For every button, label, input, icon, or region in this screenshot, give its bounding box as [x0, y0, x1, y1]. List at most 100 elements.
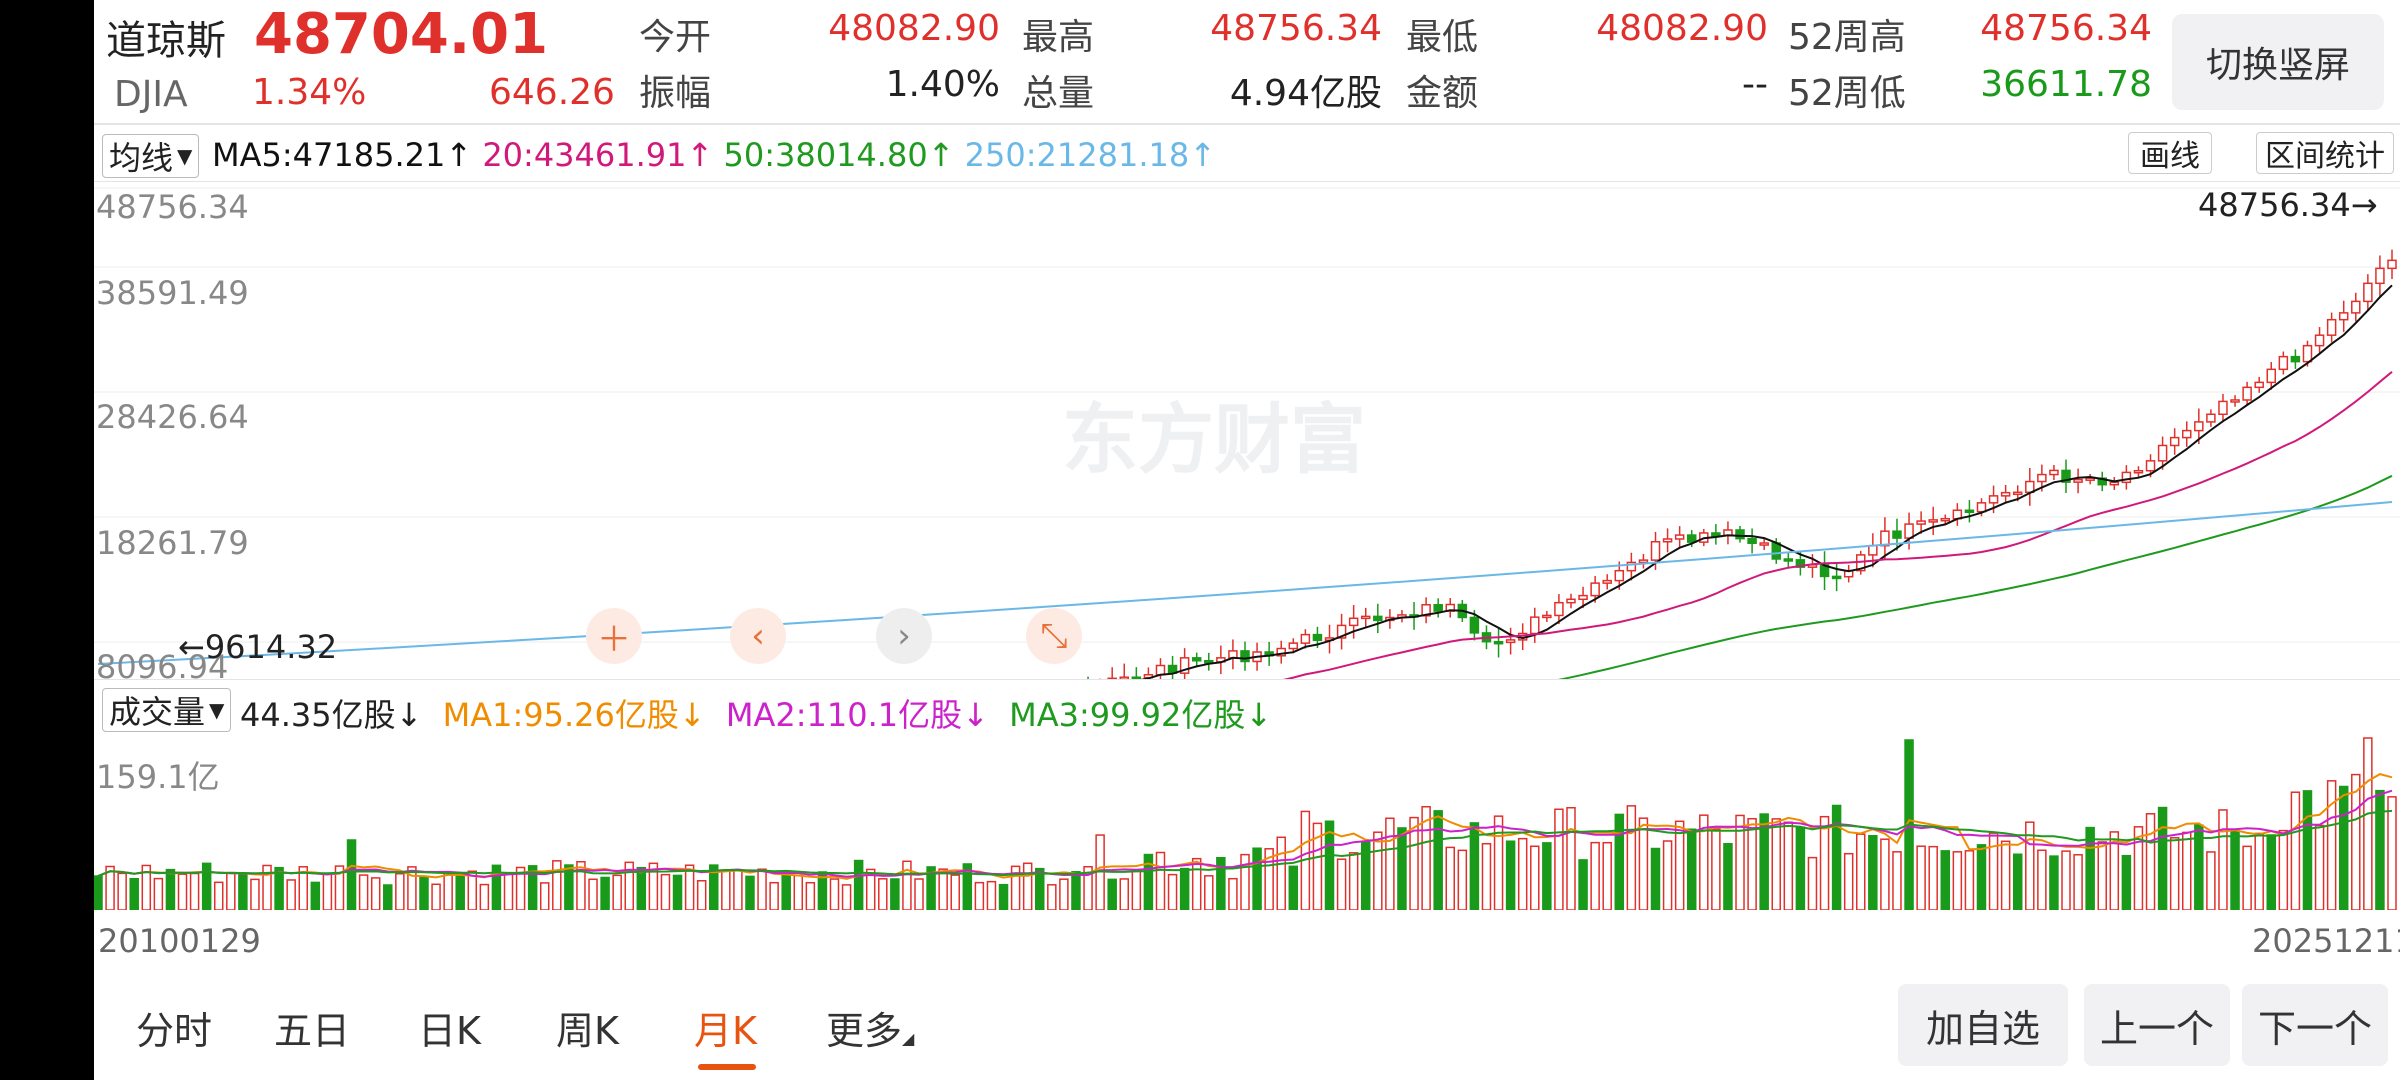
zoom-in-button[interactable]: ＋	[586, 608, 642, 664]
volume-bar	[2278, 829, 2289, 910]
candle-body	[2206, 413, 2216, 423]
candle-body	[2181, 429, 2192, 439]
draw-line-button[interactable]: 画线	[2128, 132, 2212, 174]
next-button[interactable]: 下一个	[2242, 984, 2388, 1066]
volume-bar	[2254, 832, 2264, 910]
volume-bar	[2133, 826, 2144, 910]
volume-bar	[1360, 841, 1371, 910]
volume-bar	[926, 866, 936, 910]
stat-label: 最低	[1406, 17, 1479, 58]
corner-arrow-icon: ◢	[902, 1029, 915, 1048]
candle-body	[1686, 534, 1697, 543]
tab-weekly[interactable]: 周K	[556, 1009, 619, 1053]
volume-bar	[2025, 821, 2035, 910]
volume-bar	[1059, 878, 1069, 910]
volume-bar	[1433, 810, 1443, 910]
candle-body	[1783, 558, 1794, 562]
indicator-select[interactable]: 成交量 ▼	[102, 688, 232, 732]
volume-bar	[1964, 850, 1975, 910]
candle-body	[2242, 386, 2252, 401]
volume-bar	[274, 866, 284, 910]
volume-bar	[2338, 785, 2349, 910]
volume-bar	[2351, 773, 2361, 910]
volume-bar	[2194, 824, 2204, 910]
volume-bar	[1988, 832, 1999, 910]
volume-bar	[1034, 867, 1045, 910]
volume-bar	[1457, 849, 1468, 910]
volume-bar	[1856, 833, 1866, 910]
volume-bar	[141, 864, 152, 910]
candle-body	[2266, 368, 2277, 384]
volume-bar	[455, 873, 465, 910]
candle-body	[1191, 657, 1202, 662]
volume-bar	[1723, 843, 1733, 910]
volume-bar	[1759, 813, 1769, 910]
candle-body	[1976, 502, 1987, 513]
add-watchlist-button[interactable]: 加自选	[1898, 984, 2068, 1066]
kline-chart[interactable]	[94, 180, 2400, 680]
stock-chart-screen: 道琼斯 48704.01 DJIA 1.34% 646.26 今开 48082.9…	[94, 0, 2400, 1080]
candle-body	[2254, 381, 2264, 389]
range-stats-button[interactable]: 区间统计	[2256, 132, 2394, 174]
switch-portrait-button[interactable]: 切换竖屏	[2172, 14, 2384, 110]
candle-body	[1312, 633, 1323, 641]
volume-bar	[696, 879, 707, 910]
volume-bar	[2169, 837, 2180, 910]
volume-bar	[1976, 844, 1987, 910]
volume-bar	[600, 876, 610, 910]
volume-bar	[878, 878, 888, 910]
ma5-line	[1134, 284, 2393, 680]
volume-bar	[1348, 852, 1359, 910]
volume-bar	[1228, 877, 1238, 910]
scroll-right-button[interactable]: ›	[876, 608, 932, 664]
volume-bar	[1047, 884, 1057, 910]
candle-body	[1530, 616, 1540, 635]
volume-bar	[745, 875, 755, 910]
candle-body	[1674, 534, 1685, 540]
volume-bar	[1566, 807, 1576, 910]
ma-type-label: 均线	[109, 139, 174, 177]
tab-daily[interactable]: 日K	[418, 1009, 481, 1053]
volume-bar	[1373, 831, 1383, 910]
candle-body	[1542, 614, 1552, 619]
volume-chart[interactable]	[94, 735, 2400, 910]
volume-bar	[950, 874, 960, 910]
volume-bar	[1831, 804, 1842, 910]
candle-body	[2375, 267, 2385, 285]
dropdown-arrow-icon: ▼	[177, 144, 193, 168]
candle-body	[1554, 601, 1564, 617]
volume-bar	[407, 866, 417, 910]
candle-body	[1360, 615, 1371, 620]
ma-type-select[interactable]: 均线 ▼	[102, 134, 200, 178]
previous-button[interactable]: 上一个	[2084, 984, 2230, 1066]
vol-ma1-value: MA1:95.26亿股↓	[442, 696, 706, 734]
volume-bar	[1638, 817, 1649, 910]
volume-bar	[2326, 780, 2337, 910]
volume-bar	[769, 881, 779, 910]
scroll-left-button[interactable]: ‹	[730, 608, 786, 664]
collapse-button[interactable]: ⤡	[1026, 608, 1082, 664]
volume-bar	[1167, 873, 1178, 910]
tab-monthly[interactable]: 月K	[694, 1009, 757, 1053]
volume-bar	[1505, 840, 1516, 910]
volume-bar	[2157, 806, 2168, 910]
volume-bar	[1747, 817, 1757, 910]
tab-more[interactable]: 更多◢	[826, 1000, 914, 1055]
volume-bar	[1071, 871, 1081, 910]
stat-value: 48756.34	[1210, 8, 1382, 49]
volume-bar	[1119, 878, 1130, 910]
volume-bar	[1699, 814, 1709, 910]
candle-body	[1735, 529, 1745, 540]
candle-body	[1578, 594, 1588, 601]
volume-bar	[201, 862, 212, 910]
volume-bar	[443, 871, 453, 910]
tab-intraday[interactable]: 分时	[136, 1009, 213, 1053]
candle-body	[2338, 312, 2349, 321]
volume-bar	[1481, 842, 1492, 910]
volume-bar	[1216, 856, 1226, 910]
candle-body	[1179, 657, 1190, 674]
candle-body	[1373, 615, 1383, 622]
tab-more-label: 更多	[826, 1009, 903, 1053]
tab-five-day[interactable]: 五日	[274, 1009, 351, 1053]
candle-body	[2145, 460, 2156, 472]
